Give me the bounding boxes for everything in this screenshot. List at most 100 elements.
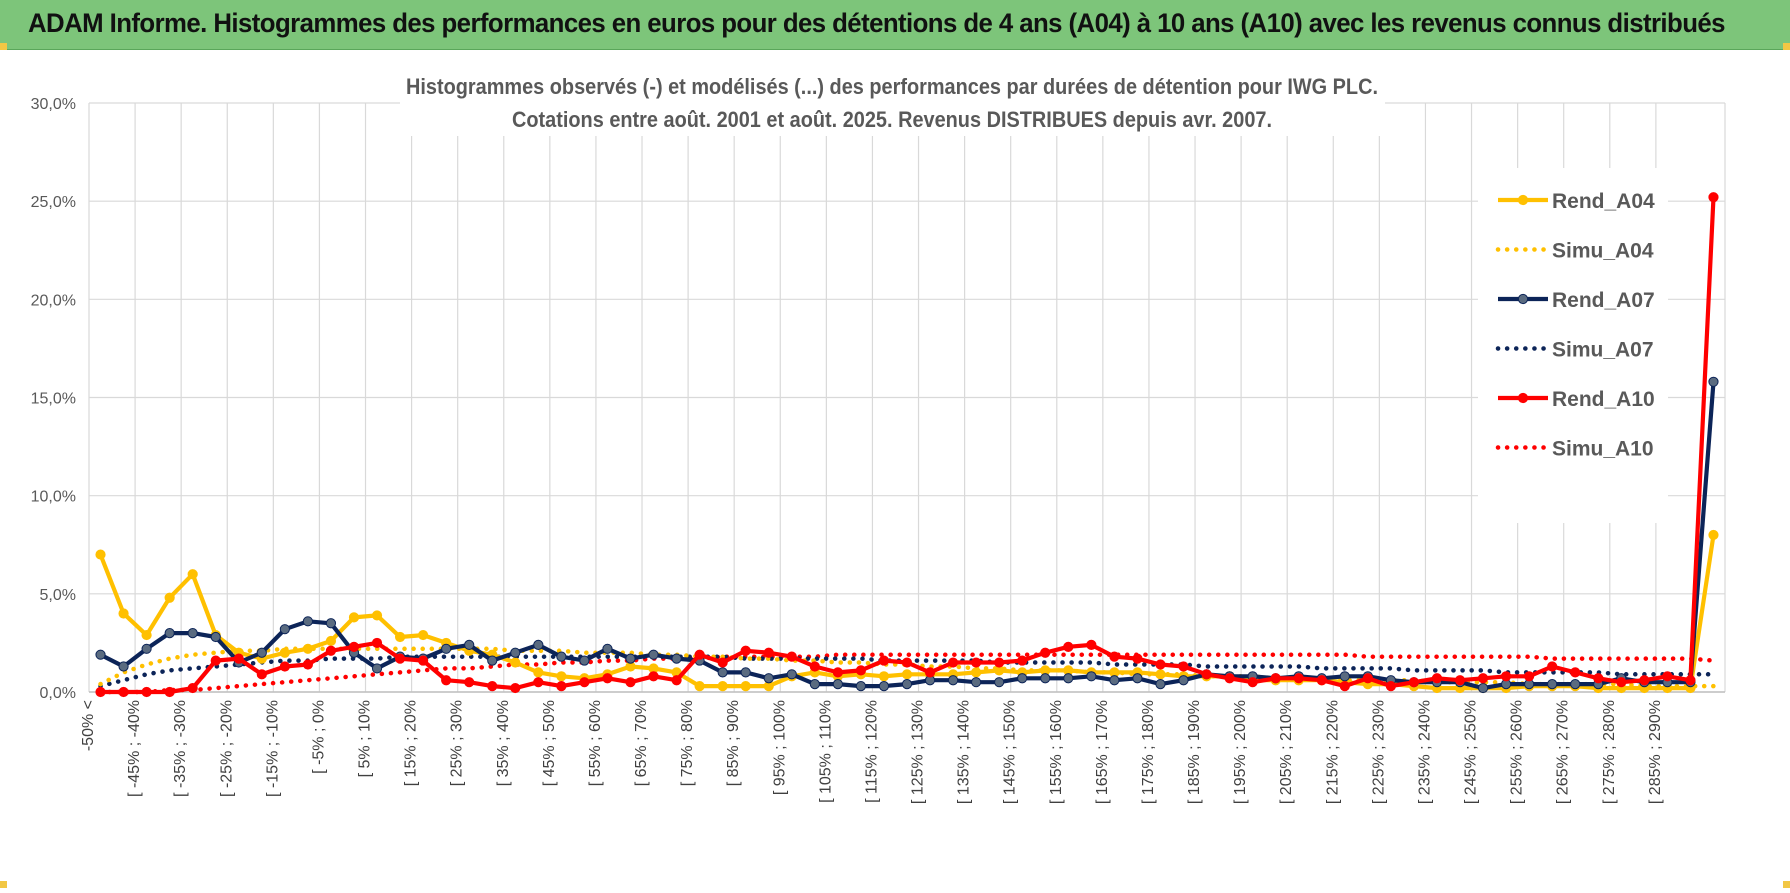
- x-tick-label: [ 55% ; 60%: [587, 700, 604, 786]
- data-point-Rend_A10: [164, 686, 175, 698]
- data-point-Rend_A04: [279, 647, 290, 658]
- data-point-Rend_A10: [1593, 673, 1604, 684]
- x-tick-label: [ 155% ; 160%: [1048, 700, 1065, 804]
- x-tick-label: [ 65% ; 70%: [633, 700, 650, 786]
- data-point-Rend_A10: [233, 653, 244, 664]
- data-point-Rend_A10: [648, 671, 659, 682]
- x-tick-label: [ -15% ; -10%: [264, 700, 281, 797]
- data-point-Rend_A04: [371, 610, 383, 621]
- data-point-Rend_A10: [1201, 669, 1212, 680]
- chart-title-background: [400, 62, 1385, 136]
- x-tick-label: [ 95% ; 100%: [771, 700, 788, 795]
- data-point-Rend_A10: [256, 669, 267, 680]
- x-tick-label: [ 75% ; 80%: [679, 700, 696, 786]
- data-point-Rend_A07: [809, 679, 820, 690]
- data-point-Rend_A04: [187, 569, 198, 580]
- y-tick-label: 5,0%: [40, 587, 76, 604]
- data-point-Rend_A07: [648, 649, 659, 660]
- chart-subtitle: Cotations entre août. 2001 et août. 2025…: [512, 107, 1272, 132]
- data-point-Rend_A07: [855, 681, 867, 692]
- data-point-Rend_A10: [809, 661, 820, 672]
- y-tick-label: 10,0%: [31, 489, 76, 506]
- data-point-Rend_A07: [878, 681, 890, 692]
- data-point-Rend_A10: [510, 682, 521, 694]
- data-point-Rend_A10: [901, 657, 913, 668]
- data-point-Rend_A10: [924, 667, 936, 678]
- data-point-Rend_A10: [1454, 675, 1466, 686]
- data-point-Rend_A10: [371, 637, 383, 649]
- data-point-Rend_A04: [164, 592, 175, 603]
- data-point-Rend_A07: [141, 643, 152, 654]
- data-point-Rend_A04: [325, 635, 337, 647]
- data-point-Rend_A07: [1086, 671, 1097, 682]
- data-point-Rend_A10: [1385, 681, 1396, 692]
- data-point-Rend_A10: [1247, 677, 1258, 688]
- data-point-Rend_A04: [510, 657, 521, 668]
- x-tick-label: [ 285% ; 290%: [1647, 700, 1664, 804]
- series-line-Simu_A10: [98, 652, 1716, 695]
- data-point-Rend_A10: [210, 655, 221, 666]
- data-point-Rend_A10: [1500, 671, 1512, 682]
- data-point-Rend_A07: [441, 643, 452, 654]
- x-tick-label: [ -25% ; -20%: [218, 700, 235, 797]
- data-point-Rend_A10: [302, 659, 314, 670]
- data-point-Rend_A10: [348, 641, 360, 652]
- data-point-Rend_A07: [1017, 673, 1028, 684]
- series-layer: [95, 192, 1719, 698]
- data-point-Rend_A07: [510, 647, 521, 658]
- data-point-Rend_A04: [394, 631, 406, 643]
- data-point-Rend_A04: [556, 671, 567, 682]
- x-tick-label: [ 245% ; 250%: [1463, 700, 1480, 804]
- data-point-Rend_A04: [348, 612, 360, 623]
- data-point-Rend_A07: [1570, 679, 1581, 690]
- data-point-Rend_A10: [118, 686, 129, 698]
- data-point-Rend_A10: [740, 645, 751, 656]
- page-title: ADAM Informe. Histogrammes des performan…: [28, 8, 1725, 38]
- data-point-Rend_A07: [210, 631, 221, 643]
- data-point-Rend_A10: [1224, 673, 1235, 684]
- x-tick-label: [ 85% ; 90%: [725, 700, 742, 786]
- histogram-chart: Histogrammes observés (-) et modélisés (…: [31, 62, 1726, 804]
- data-point-Rend_A10: [1339, 681, 1350, 692]
- x-tick-label: [ 195% ; 200%: [1232, 700, 1249, 804]
- x-tick-label: [ 135% ; 140%: [956, 700, 973, 804]
- x-tick-label: [ 145% ; 150%: [1002, 700, 1019, 804]
- data-point-Rend_A10: [1524, 671, 1535, 682]
- data-point-Rend_A10: [1570, 667, 1581, 678]
- data-point-Rend_A07: [671, 653, 682, 664]
- data-point-Rend_A07: [256, 647, 267, 658]
- x-tick-label: [ -5% ; 0%: [310, 700, 327, 774]
- data-point-Rend_A10: [418, 655, 429, 666]
- series-line-Simu_A04: [98, 646, 1716, 689]
- x-tick-label: [ 275% ; 280%: [1601, 700, 1618, 804]
- data-point-Rend_A10: [1662, 671, 1673, 682]
- data-point-Rend_A07: [832, 679, 843, 690]
- data-point-Rend_A10: [1017, 655, 1028, 666]
- data-point-Rend_A10: [556, 681, 567, 692]
- data-point-Rend_A07: [487, 655, 498, 666]
- data-point-Rend_A07: [901, 679, 913, 690]
- x-tick-label: [ 185% ; 190%: [1186, 700, 1203, 804]
- data-point-Rend_A10: [141, 686, 152, 698]
- data-point-Rend_A07: [625, 653, 636, 664]
- data-point-Rend_A07: [579, 655, 590, 666]
- data-point-Rend_A10: [947, 657, 959, 668]
- data-point-Rend_A07: [1040, 673, 1051, 684]
- data-point-Rend_A10: [1477, 673, 1489, 684]
- data-point-Rend_A10: [1685, 675, 1696, 686]
- data-point-Rend_A10: [855, 665, 867, 676]
- data-point-Rend_A07: [763, 673, 774, 684]
- data-point-Rend_A10: [579, 677, 590, 688]
- data-point-Rend_A10: [1040, 647, 1051, 658]
- data-point-Rend_A10: [1639, 675, 1650, 686]
- x-tick-label: [ -45% ; -40%: [126, 700, 143, 797]
- corner-mark-right: [1783, 43, 1790, 50]
- legend-label-Rend_A04: Rend_A04: [1552, 190, 1655, 213]
- axis-layer: 0,0% 5,0% 10,0% 15,0% 20,0% 25,0% 30,0% -50% < […: [31, 96, 1725, 804]
- legend-label-Rend_A07: Rend_A07: [1552, 289, 1655, 312]
- legend-label-Simu_A07: Simu_A07: [1552, 339, 1654, 362]
- x-tick-label: [ -35% ; -30%: [172, 700, 189, 797]
- x-tick-label: [ 25% ; 30%: [449, 700, 466, 786]
- y-tick-label: 20,0%: [31, 292, 76, 309]
- data-point-Rend_A10: [671, 675, 682, 686]
